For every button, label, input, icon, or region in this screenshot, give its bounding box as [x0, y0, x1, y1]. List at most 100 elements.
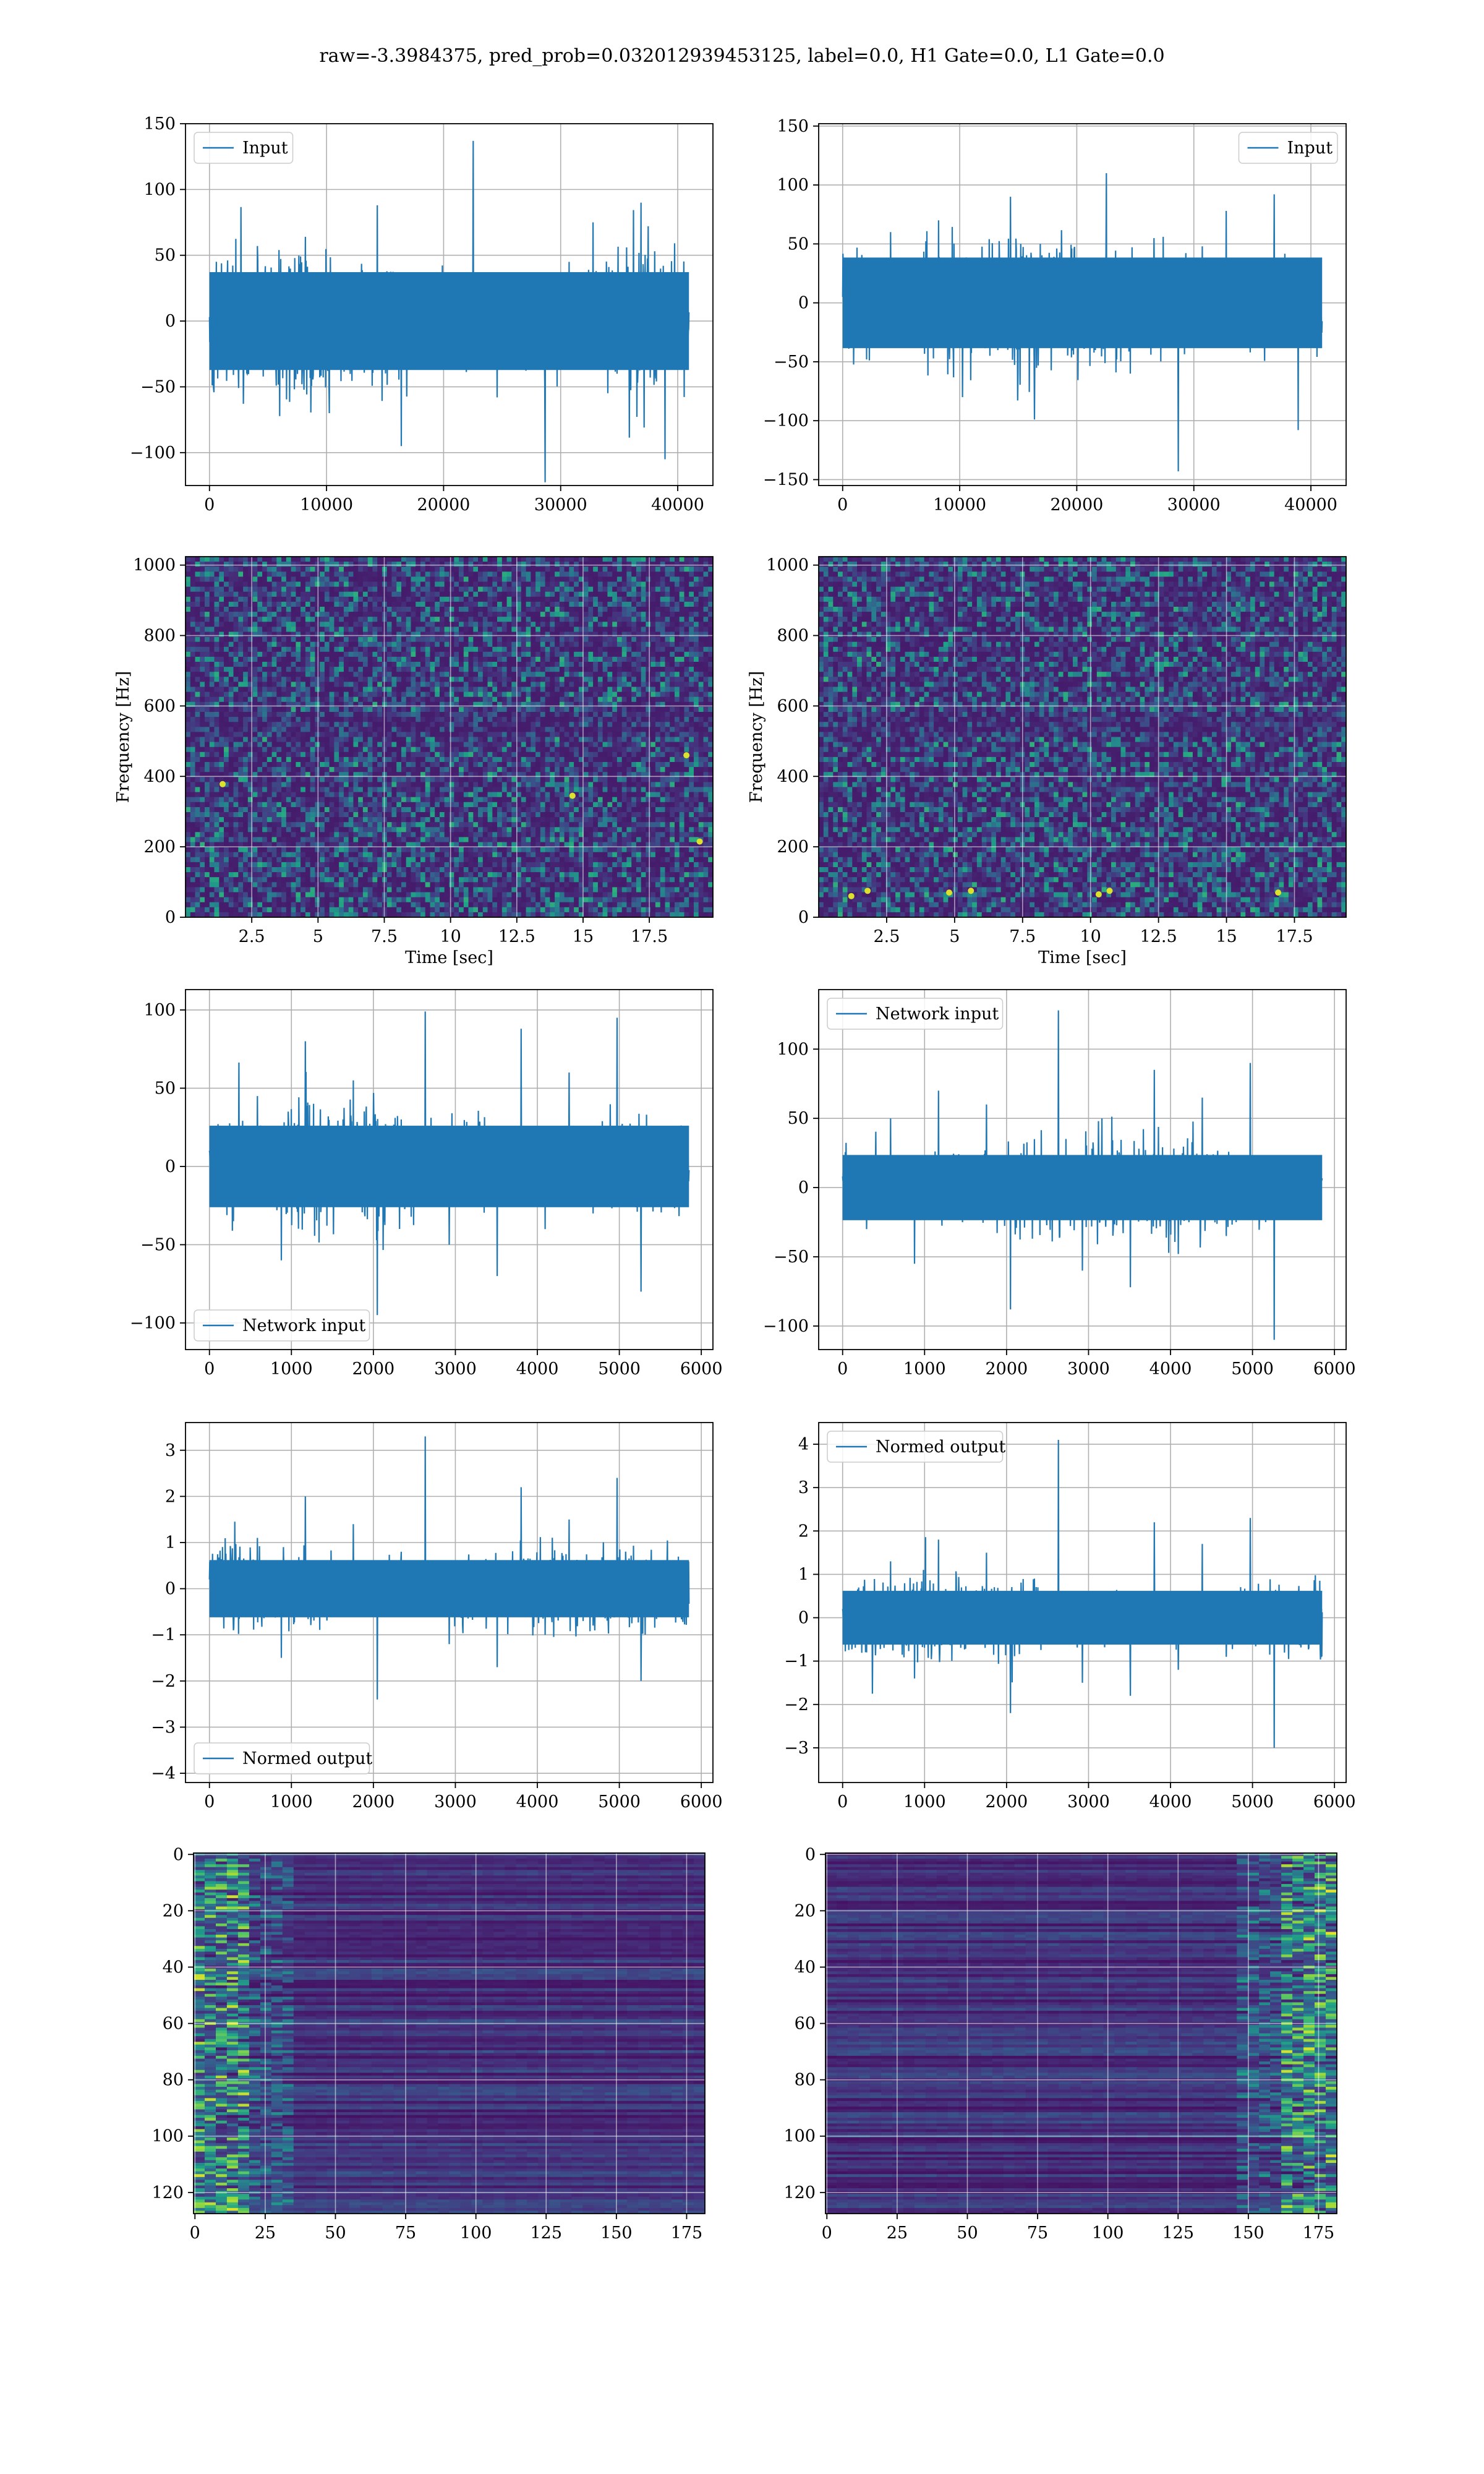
spectrogram-cell: [411, 777, 416, 782]
spectrogram-cell: [348, 767, 354, 773]
spectrogram-cell: [386, 636, 393, 643]
spectrogram-cell: [195, 591, 200, 597]
spectrogram-cell: [526, 631, 531, 638]
spectrogram-cell: [574, 586, 579, 593]
spectrogram-cell: [324, 656, 330, 662]
spectrogram-cell: [531, 767, 536, 773]
spectrogram-cell: [478, 682, 484, 688]
spectrogram-cell: [238, 646, 244, 653]
spectrogram-cell: [636, 717, 642, 722]
spectrogram-cell: [425, 682, 431, 688]
spectrogram-cell: [233, 732, 239, 738]
spectrogram-cell: [463, 772, 469, 777]
spectrogram-cell: [621, 767, 628, 773]
spectrogram-cell: [578, 612, 584, 617]
spectrogram-cell: [564, 722, 569, 727]
spectrogram-cell: [550, 627, 555, 633]
spectrogram-cell: [262, 627, 268, 633]
spectrogram-cell: [238, 701, 244, 708]
spectrogram-cell: [339, 646, 344, 653]
spectrogram-cell: [497, 631, 503, 638]
spectrogram-cell: [473, 576, 479, 583]
spectrogram-cell: [583, 562, 589, 567]
spectrogram-cell: [372, 631, 378, 638]
spectrogram-cell: [698, 591, 704, 597]
spectrogram-cell: [301, 607, 306, 612]
spectrogram-cell: [286, 562, 292, 567]
spectrogram-cell: [535, 656, 541, 662]
spectrogram-cell: [506, 751, 512, 758]
spectrogram-cell: [492, 622, 498, 627]
spectrogram-cell: [545, 762, 550, 768]
spectrogram-cell: [449, 586, 454, 593]
spectrogram-cell: [636, 747, 642, 753]
spectrogram-cell: [698, 641, 704, 648]
spectrogram-cell: [665, 567, 670, 572]
spectrogram-cell: [555, 687, 560, 693]
spectrogram-cell: [262, 662, 268, 667]
spectrogram-cell: [545, 627, 550, 633]
spectrogram-cell: [233, 722, 239, 727]
spectrogram-cell: [334, 677, 339, 682]
spectrogram-cell: [281, 567, 287, 572]
spectrogram-cell: [406, 672, 412, 677]
spectrogram-cell: [506, 576, 512, 583]
y-tick-label: 100: [777, 176, 809, 195]
spectrogram-cell: [348, 772, 354, 777]
spectrogram-cell: [588, 641, 594, 648]
spectrogram-cell: [660, 706, 666, 713]
spectrogram-cell: [545, 751, 550, 758]
spectrogram-cell: [252, 662, 258, 667]
spectrogram-cell: [545, 696, 550, 703]
spectrogram-cell: [631, 727, 637, 732]
spectrogram-cell: [186, 682, 191, 688]
spectrogram-cell: [564, 677, 569, 682]
spectrogram-cell: [593, 586, 599, 593]
spectrogram-cell: [708, 591, 713, 597]
spectrogram-cell: [607, 617, 613, 622]
spectrogram-cell: [636, 706, 642, 713]
spectrogram-cell: [444, 747, 450, 753]
spectrogram-cell: [660, 762, 666, 768]
spectrogram-cell: [497, 672, 503, 677]
spectrogram-cell: [247, 727, 254, 732]
spectrogram-cell: [257, 677, 263, 682]
spectrogram-cell: [612, 677, 618, 682]
spectrogram-cell: [228, 586, 234, 593]
spectrogram-cell: [602, 617, 608, 622]
spectrogram-cell: [616, 756, 623, 763]
spectrogram-cell: [473, 677, 479, 682]
spectrogram-cell: [670, 601, 675, 607]
spectrogram-cell: [631, 586, 637, 593]
spectrogram-cell: [670, 651, 675, 657]
spectrogram-cell: [660, 747, 666, 753]
spectrogram-cell: [224, 656, 229, 662]
x-tick-label: 10000: [300, 495, 353, 515]
spectrogram-cell: [296, 672, 301, 677]
spectrogram-cell: [320, 601, 325, 607]
spectrogram-cell: [372, 772, 378, 777]
spectrogram-cell: [698, 696, 704, 703]
spectrogram-cell: [655, 557, 661, 562]
spectrogram-cell: [660, 727, 666, 732]
spectrogram-cell: [506, 727, 512, 732]
spectrogram-cell: [468, 636, 474, 643]
spectrogram-cell: [252, 717, 258, 722]
spectrogram-cell: [262, 727, 268, 732]
spectrogram-cell: [574, 747, 579, 753]
spectrogram-cell: [578, 636, 584, 643]
spectrogram-cell: [675, 772, 680, 777]
spectrogram-cell: [511, 717, 517, 722]
spectrogram-cell: [492, 682, 498, 688]
spectrogram-cell: [411, 722, 416, 727]
spectrogram-cell: [675, 607, 680, 612]
spectrogram-cell: [247, 651, 254, 657]
spectrogram-cell: [574, 646, 579, 653]
spectrogram-cell: [482, 706, 488, 713]
spectrogram-cell: [487, 717, 493, 722]
spectrogram-cell: [435, 622, 440, 627]
spectrogram-cell: [416, 762, 421, 768]
spectrogram-cell: [416, 706, 421, 713]
spectrogram-cell: [670, 596, 675, 602]
spectrogram-cell: [588, 747, 594, 753]
